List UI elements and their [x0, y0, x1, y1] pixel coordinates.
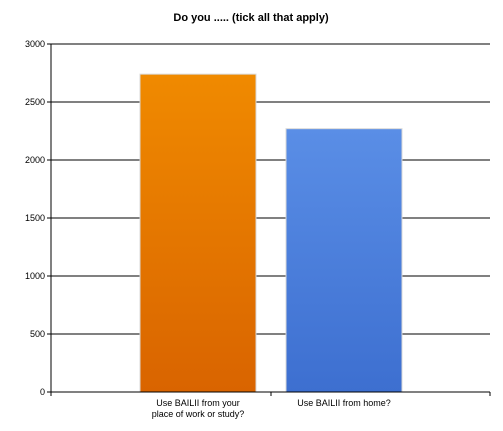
y-tick-label: 2500 [25, 97, 45, 107]
category-label-0: Use BAILII from your place of work or stu… [152, 398, 245, 419]
grid-lines [51, 43, 490, 335]
y-tick-label: 2000 [25, 155, 45, 165]
y-tick-label: 0 [40, 387, 45, 397]
y-tick-label: 500 [30, 329, 45, 339]
category-labels: Use BAILII from your place of work or stu… [152, 398, 391, 419]
y-tick-label: 1500 [25, 213, 45, 223]
y-tick-label: 1000 [25, 271, 45, 281]
chart-title: Do you ..... (tick all that apply) [173, 12, 329, 24]
y-tick-label: 3000 [25, 39, 45, 49]
axes [47, 43, 491, 396]
bars [139, 73, 403, 393]
category-label-1: Use BAILII from home? [297, 398, 391, 408]
bar-1 [285, 128, 403, 393]
bar-0 [139, 73, 257, 393]
y-tick-labels: 0 500 1000 1500 2000 2500 3000 [25, 39, 45, 397]
